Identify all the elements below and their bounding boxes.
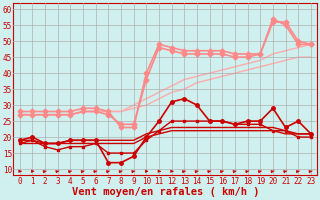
X-axis label: Vent moyen/en rafales ( km/h ): Vent moyen/en rafales ( km/h ) <box>72 187 259 197</box>
